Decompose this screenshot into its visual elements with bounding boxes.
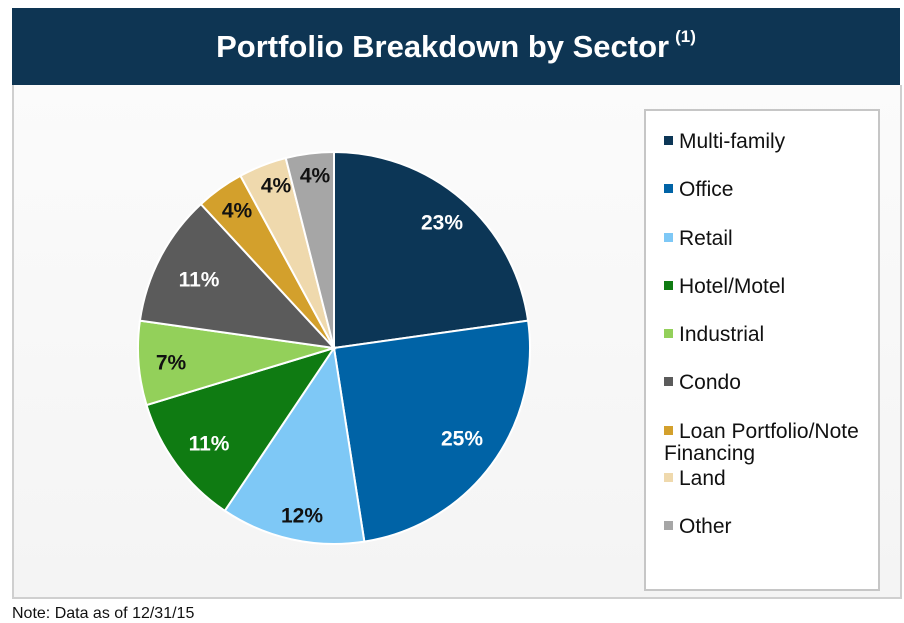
slice-label: 25% bbox=[441, 428, 483, 451]
legend-swatch bbox=[664, 232, 673, 242]
title-banner: Portfolio Breakdown by Sector (1) bbox=[12, 8, 900, 85]
legend-item: Retail bbox=[664, 228, 874, 250]
legend-label: Land bbox=[679, 467, 726, 490]
legend-swatch bbox=[664, 376, 673, 386]
slice-label: 12% bbox=[281, 505, 323, 528]
pie-slice-multi-family bbox=[333, 150, 530, 350]
legend-label: Hotel/Motel bbox=[679, 275, 786, 298]
legend-swatch bbox=[664, 183, 673, 193]
slice-label: 4% bbox=[261, 175, 292, 198]
footnote-marker: (1) bbox=[675, 26, 696, 46]
legend-swatch bbox=[664, 328, 673, 338]
legend-label: Industrial bbox=[679, 323, 765, 346]
legend-swatch bbox=[664, 425, 673, 435]
pie-slice-hotel-motel bbox=[145, 346, 337, 513]
legend-item: Other bbox=[664, 516, 874, 538]
legend-label: Office bbox=[679, 178, 734, 201]
legend-item: Office bbox=[664, 179, 874, 201]
legend-swatch bbox=[664, 280, 673, 290]
pie-slice-other bbox=[284, 150, 335, 349]
slice-label: 4% bbox=[300, 165, 331, 188]
slice-label: 23% bbox=[421, 212, 463, 235]
slice-label: 11% bbox=[189, 433, 230, 456]
legend-item: Land bbox=[664, 468, 874, 490]
slice-label: 7% bbox=[156, 352, 187, 375]
legend-item: Multi-family bbox=[664, 131, 874, 153]
slice-label: 11% bbox=[179, 269, 220, 292]
legend-label: Retail bbox=[679, 227, 733, 250]
legend-swatch bbox=[664, 135, 673, 145]
legend: Multi-family Office Retail Hotel/Motel Indus… bbox=[644, 109, 880, 591]
data-note: Note: Data as of 12/31/15 bbox=[12, 605, 195, 622]
pie-slice-condo bbox=[138, 202, 337, 350]
legend-label: Loan Portfolio/Note Financing bbox=[664, 420, 859, 465]
legend-item: Hotel/Motel bbox=[664, 276, 874, 298]
legend-label: Other bbox=[679, 515, 732, 538]
legend-swatch bbox=[664, 472, 673, 482]
legend-item: Industrial bbox=[664, 324, 874, 346]
slice-label: 4% bbox=[222, 200, 253, 223]
pie-slice-retail bbox=[223, 345, 366, 545]
pie-slice-office bbox=[332, 319, 531, 543]
legend-item: Loan Portfolio/Note Financing bbox=[664, 421, 874, 465]
legend-label: Condo bbox=[679, 371, 741, 394]
legend-label: Multi-family bbox=[679, 130, 786, 153]
chart-title: Portfolio Breakdown by Sector (1) bbox=[216, 26, 696, 64]
legend-item: Condo bbox=[664, 372, 874, 394]
legend-swatch bbox=[664, 520, 673, 530]
